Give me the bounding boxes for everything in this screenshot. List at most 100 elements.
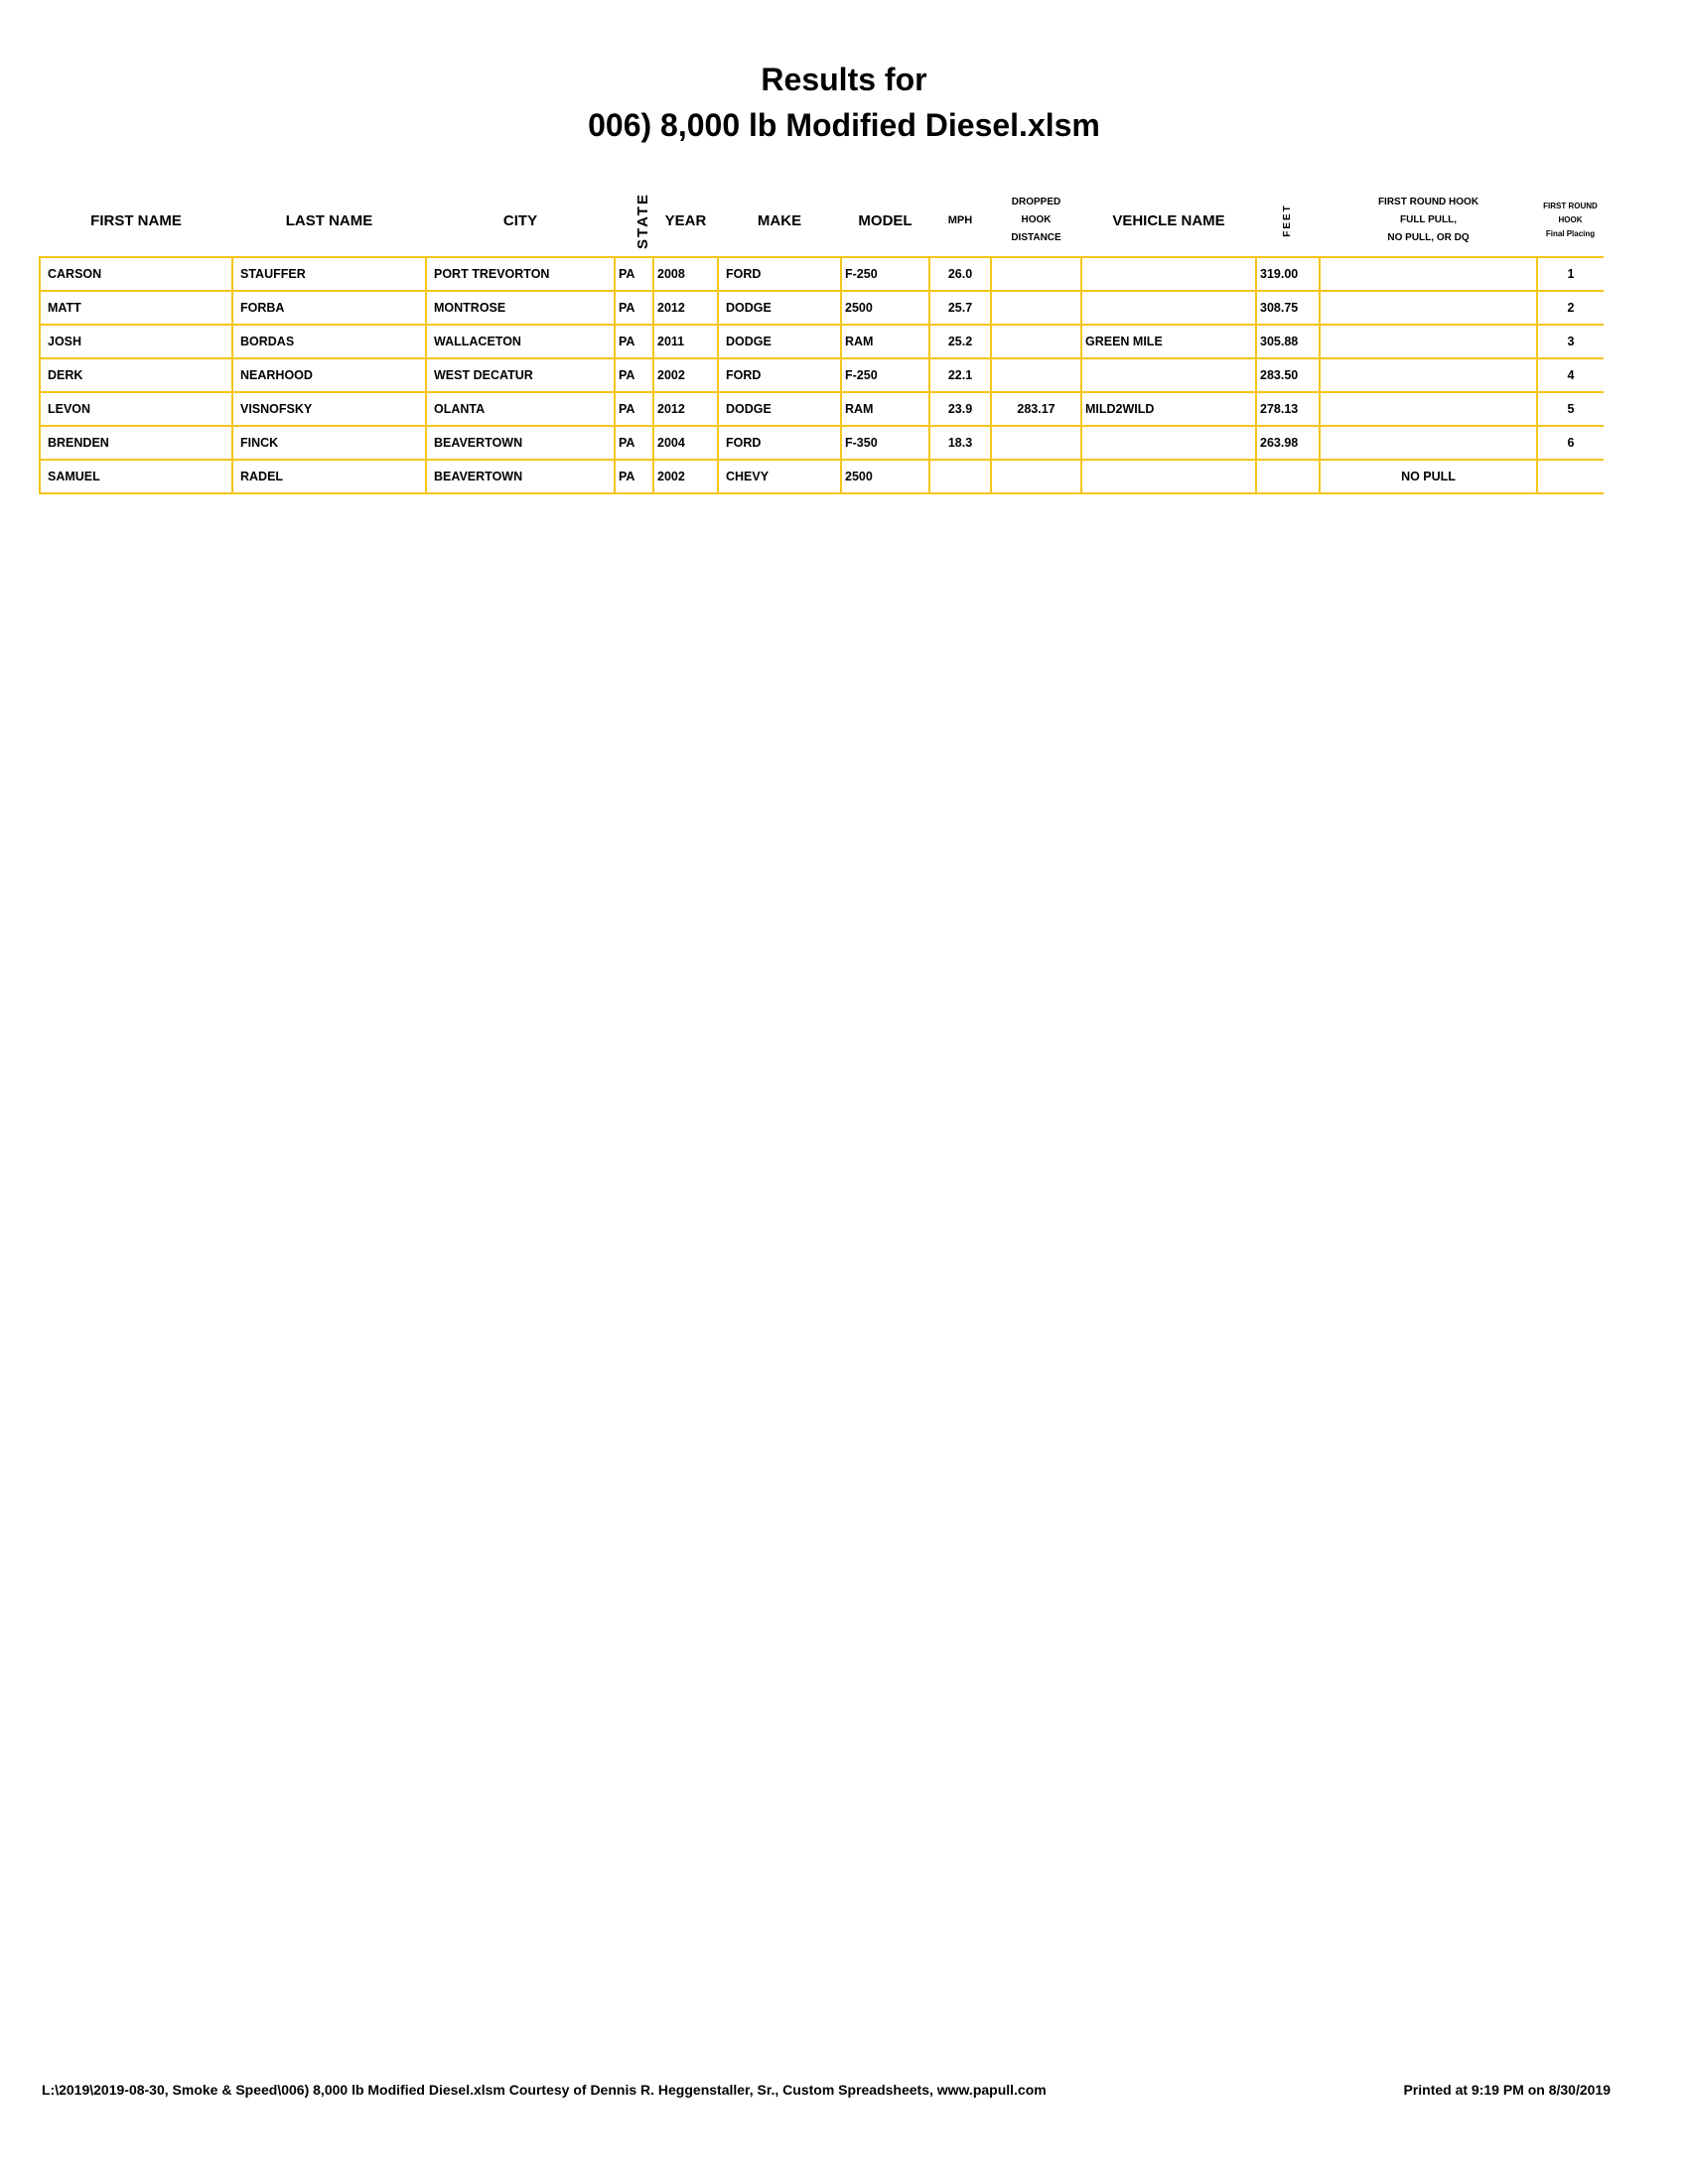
cell-vehicle-name (1080, 357, 1257, 393)
cell-vehicle-name (1080, 425, 1257, 461)
cell-first-name: BRENDEN (39, 425, 233, 461)
cell-dropped-hook: 283.17 (990, 391, 1082, 427)
cell-final-placing: 5 (1536, 391, 1604, 427)
table-row: LEVON VISNOFSKY OLANTA PA 2012 DODGE RAM 23.9 28… (39, 391, 1604, 427)
first-round-line: FIRST ROUND HOOK (1377, 197, 1479, 207)
title-line-2: 006) 8,000 lb Modified Diesel.xlsm (588, 107, 1100, 143)
col-make: MAKE (757, 211, 802, 229)
cell-model: RAM (840, 391, 930, 427)
cell-last-name: FINCK (231, 425, 427, 461)
footer-printed: Printed at 9:19 PM on 8/30/2019 (1403, 2082, 1611, 2098)
cell-year: 2011 (652, 324, 719, 359)
cell-make: DODGE (717, 391, 842, 427)
cell-model: F-250 (840, 256, 930, 292)
cell-first-round-result (1319, 425, 1538, 461)
cell-mph: 26.0 (928, 256, 992, 292)
col-final-placing: FIRST ROUND HOOK Final Placing (1537, 185, 1604, 257)
col-feet-label: FEET (1282, 204, 1293, 237)
cell-state: PA (614, 425, 654, 461)
cell-last-name: RADEL (231, 459, 427, 494)
cell-final-placing (1536, 459, 1604, 494)
col-model: MODEL (858, 211, 913, 229)
col-dropped-hook: DROPPED HOOK DISTANCE (991, 185, 1081, 257)
cell-first-round-result (1319, 391, 1538, 427)
cell-first-name: DERK (39, 357, 233, 393)
cell-dropped-hook (990, 459, 1082, 494)
cell-make: DODGE (717, 324, 842, 359)
table-row: BRENDEN FINCK BEAVERTOWN PA 2004 FORD F-350 18.… (39, 425, 1604, 461)
col-vehicle-name: VEHICLE NAME (1112, 211, 1225, 229)
cell-model: RAM (840, 324, 930, 359)
cell-first-round-result: NO PULL (1319, 459, 1538, 494)
cell-feet: 319.00 (1255, 256, 1321, 292)
placing-line: Final Placing (1545, 229, 1596, 238)
cell-first-name: LEVON (39, 391, 233, 427)
cell-make: CHEVY (717, 459, 842, 494)
table-row: SAMUEL RADEL BEAVERTOWN PA 2002 CHEVY 2500 NO P… (39, 459, 1604, 494)
cell-mph (928, 459, 992, 494)
cell-feet: 305.88 (1255, 324, 1321, 359)
cell-city: OLANTA (425, 391, 616, 427)
cell-last-name: VISNOFSKY (231, 391, 427, 427)
cell-first-round-result (1319, 256, 1538, 292)
cell-make: FORD (717, 357, 842, 393)
cell-first-name: SAMUEL (39, 459, 233, 494)
placing-line: HOOK (1558, 215, 1583, 224)
table-row: DERK NEARHOOD WEST DECATUR PA 2002 FORD F-250 2… (39, 357, 1604, 393)
cell-make: DODGE (717, 290, 842, 326)
cell-state: PA (614, 256, 654, 292)
table-row: MATT FORBA MONTROSE PA 2012 DODGE 2500 25.7 308.… (39, 290, 1604, 326)
cell-vehicle-name (1080, 290, 1257, 326)
cell-first-name: CARSON (39, 256, 233, 292)
cell-city: WALLACETON (425, 324, 616, 359)
cell-state: PA (614, 290, 654, 326)
col-last-name: LAST NAME (285, 211, 373, 229)
cell-last-name: FORBA (231, 290, 427, 326)
cell-feet: 308.75 (1255, 290, 1321, 326)
cell-year: 2012 (652, 391, 719, 427)
dropped-line: HOOK (1021, 214, 1052, 225)
col-first-round: FIRST ROUND HOOK FULL PULL, NO PULL, OR … (1320, 185, 1537, 257)
cell-dropped-hook (990, 290, 1082, 326)
col-year: YEAR (664, 211, 707, 229)
cell-vehicle-name (1080, 256, 1257, 292)
placing-line: FIRST ROUND (1543, 202, 1598, 210)
cell-year: 2004 (652, 425, 719, 461)
cell-model: F-350 (840, 425, 930, 461)
cell-feet: 283.50 (1255, 357, 1321, 393)
cell-make: FORD (717, 256, 842, 292)
cell-year: 2002 (652, 459, 719, 494)
cell-city: MONTROSE (425, 290, 616, 326)
col-state-label: STATE (633, 192, 651, 249)
cell-feet: 263.98 (1255, 425, 1321, 461)
cell-final-placing: 6 (1536, 425, 1604, 461)
cell-state: PA (614, 391, 654, 427)
dropped-line: DROPPED (1011, 197, 1061, 207)
cell-first-name: MATT (39, 290, 233, 326)
cell-state: PA (614, 324, 654, 359)
first-round-line: NO PULL, OR DQ (1387, 232, 1470, 243)
cell-feet (1255, 459, 1321, 494)
first-round-line: FULL PULL, (1399, 214, 1458, 225)
cell-state: PA (614, 459, 654, 494)
cell-vehicle-name: GREEN MILE (1080, 324, 1257, 359)
cell-model: 2500 (840, 459, 930, 494)
cell-model: 2500 (840, 290, 930, 326)
cell-mph: 25.2 (928, 324, 992, 359)
cell-vehicle-name (1080, 459, 1257, 494)
cell-city: PORT TREVORTON (425, 256, 616, 292)
footer-path: L:\2019\2019-08-30, Smoke & Speed\006) 8… (42, 2082, 1047, 2098)
cell-state: PA (614, 357, 654, 393)
dropped-line: DISTANCE (1011, 232, 1061, 243)
cell-mph: 18.3 (928, 425, 992, 461)
cell-final-placing: 1 (1536, 256, 1604, 292)
col-first-name: FIRST NAME (90, 211, 182, 229)
col-city: CITY (502, 211, 538, 229)
cell-dropped-hook (990, 357, 1082, 393)
title-line-1: Results for (761, 62, 927, 97)
cell-last-name: NEARHOOD (231, 357, 427, 393)
cell-model: F-250 (840, 357, 930, 393)
cell-year: 2012 (652, 290, 719, 326)
cell-final-placing: 2 (1536, 290, 1604, 326)
cell-first-round-result (1319, 290, 1538, 326)
